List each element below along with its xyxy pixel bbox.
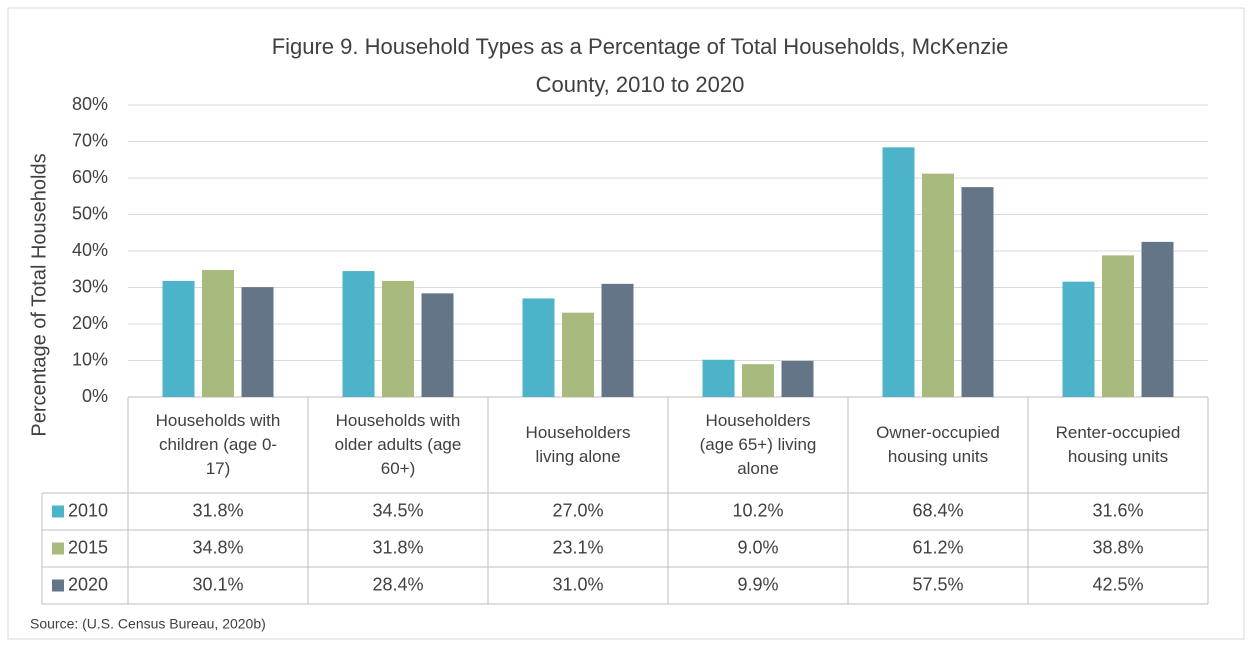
table-value: 42.5% [1092, 574, 1143, 594]
legend-swatch [52, 542, 64, 555]
table-value: 34.8% [192, 537, 243, 557]
table-value: 9.9% [737, 574, 778, 594]
bar [1062, 281, 1095, 397]
source: Source: (U.S. Census Bureau, 2020b) [30, 616, 266, 632]
table-value: 9.0% [737, 537, 778, 557]
x-tick-label: Renter-occupied housing units [1055, 423, 1181, 466]
legend-swatch [52, 579, 64, 592]
table-value: 28.4% [372, 574, 423, 594]
bar [241, 287, 274, 397]
y-tick-label: 10% [72, 349, 108, 369]
y-tick-label: 50% [72, 203, 108, 223]
table-value: 31.8% [192, 500, 243, 520]
y-tick-label: 70% [72, 130, 108, 150]
y-axis-title: Percentage of Total Households [28, 153, 50, 436]
bar [922, 173, 954, 397]
table-value: 57.5% [912, 574, 963, 594]
bar [562, 312, 594, 397]
bar [162, 280, 195, 397]
bar [421, 293, 454, 397]
table-value: 31.0% [552, 574, 603, 594]
bar [742, 364, 774, 397]
bar [961, 187, 994, 397]
table-value: 34.5% [372, 500, 423, 520]
x-tick-label: Householders living alone [525, 423, 631, 466]
bar [1102, 255, 1134, 397]
bar [702, 359, 735, 397]
bar [382, 280, 414, 397]
x-tick-label: Households with children (age 0-17) [155, 411, 281, 478]
chart-title: Figure 9. Household Types as a Percentag… [271, 34, 1009, 97]
legend-label: 2020 [68, 574, 108, 594]
bar [342, 271, 375, 397]
table-value: 23.1% [552, 537, 603, 557]
y-tick-label: 40% [72, 240, 108, 260]
legend-swatch [52, 505, 64, 518]
bar [601, 283, 634, 397]
y-tick-label: 80% [72, 94, 108, 114]
title-box: Figure 9. Household Types as a Percentag… [271, 34, 1009, 97]
bar [1141, 241, 1174, 397]
bar [522, 298, 555, 397]
y-tick-label: 0% [82, 386, 108, 406]
bar [202, 269, 234, 397]
legend-label: 2010 [68, 500, 108, 520]
table-value: 68.4% [912, 500, 963, 520]
bar [781, 360, 814, 397]
x-tick-label: Households with older adults (age 60+) [334, 411, 462, 478]
table-value: 31.6% [1092, 500, 1143, 520]
table-value: 38.8% [1092, 537, 1143, 557]
table-value: 30.1% [192, 574, 243, 594]
legend-label: 2015 [68, 537, 108, 557]
table-value: 31.8% [372, 537, 423, 557]
table-value: 61.2% [912, 537, 963, 557]
x-tick-label: Owner-occupied housing units [876, 423, 1000, 466]
y-tick-label: 30% [72, 276, 108, 296]
y-tick-label: 60% [72, 167, 108, 187]
table-value: 10.2% [732, 500, 783, 520]
bar [882, 147, 915, 397]
y-tick-label: 20% [72, 313, 108, 333]
table-value: 27.0% [552, 500, 603, 520]
x-tick-label: Householders (age 65+) living alone [699, 411, 817, 478]
